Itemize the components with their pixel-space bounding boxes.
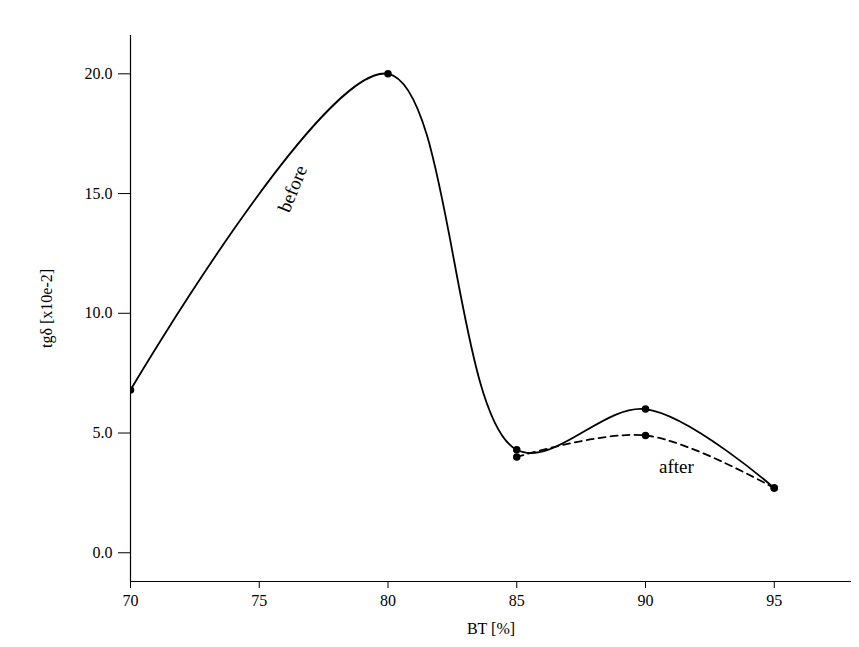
svg-text:85: 85 (509, 592, 525, 609)
svg-text:80: 80 (380, 592, 396, 609)
svg-text:90: 90 (638, 592, 654, 609)
svg-text:95: 95 (766, 592, 782, 609)
svg-text:before: before (274, 162, 312, 215)
svg-text:after: after (659, 456, 694, 477)
svg-text:75: 75 (251, 592, 267, 609)
svg-text:0.0: 0.0 (93, 544, 113, 561)
svg-text:10.0: 10.0 (85, 304, 113, 321)
svg-text:20.0: 20.0 (85, 65, 113, 82)
svg-text:15.0: 15.0 (85, 185, 113, 202)
svg-text:70: 70 (123, 592, 139, 609)
svg-text:BT [%]: BT [%] (467, 620, 515, 637)
svg-text:5.0: 5.0 (93, 424, 113, 441)
svg-text:tgδ [x10e-2]: tgδ [x10e-2] (38, 269, 56, 348)
